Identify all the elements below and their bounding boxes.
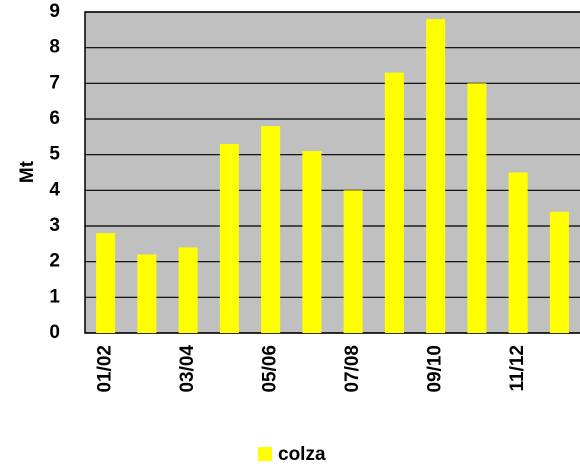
bar xyxy=(219,143,239,333)
plot-area xyxy=(84,11,580,334)
x-tick-label: 01/02 xyxy=(95,345,116,393)
y-tick-label: 2 xyxy=(49,251,60,272)
y-tick-label: 3 xyxy=(49,215,60,236)
y-axis-label: Mt xyxy=(17,160,38,183)
y-tick-label: 7 xyxy=(49,72,60,93)
x-tick-label: 03/04 xyxy=(177,345,198,393)
bar xyxy=(508,172,528,333)
bar xyxy=(137,254,157,333)
bar xyxy=(384,72,404,333)
x-tick-label: 05/06 xyxy=(260,345,281,393)
x-tick-label: 09/10 xyxy=(425,345,446,393)
y-tick-label: 0 xyxy=(49,322,60,343)
legend-swatch xyxy=(258,447,272,461)
y-tick-label: 4 xyxy=(49,179,60,200)
bar xyxy=(426,19,446,334)
x-tick-label: 11/12 xyxy=(507,345,528,392)
bar xyxy=(96,233,116,333)
bar xyxy=(467,83,487,333)
y-tick-label: 8 xyxy=(49,37,60,58)
legend-label: colza xyxy=(278,444,326,465)
x-tick-label: 07/08 xyxy=(342,345,363,393)
y-tick-label: 6 xyxy=(49,108,60,129)
y-tick-label: 5 xyxy=(49,144,60,165)
bar xyxy=(302,151,322,333)
bar xyxy=(549,211,569,333)
bar xyxy=(178,247,198,333)
bar xyxy=(343,190,363,333)
y-tick-label: 1 xyxy=(49,286,60,307)
bar xyxy=(261,126,281,333)
y-tick-label: 9 xyxy=(49,1,60,22)
